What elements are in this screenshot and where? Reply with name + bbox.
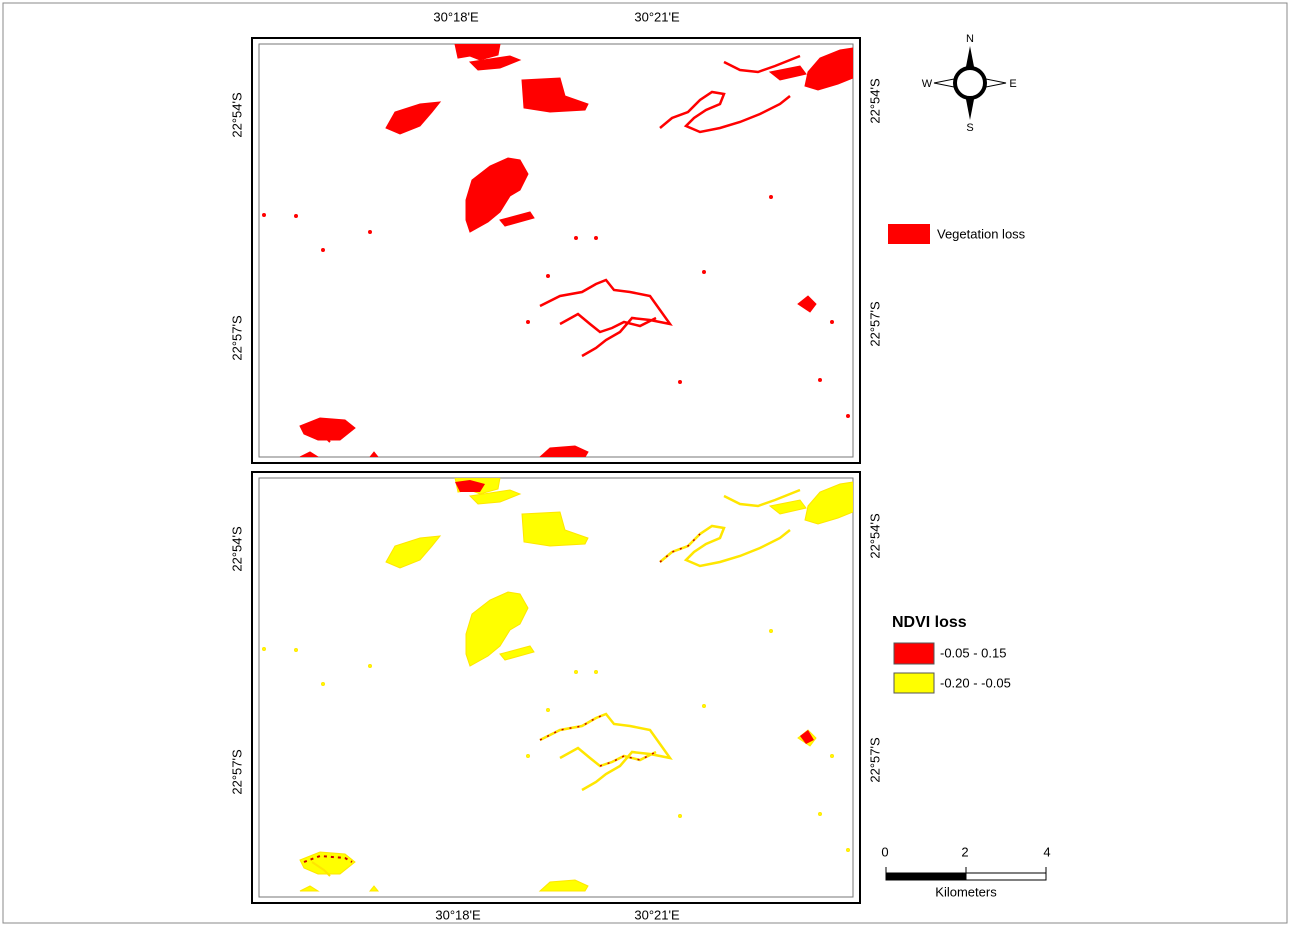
scale-unit: Kilometers [935,884,997,899]
lon-label: 30°21'E [634,9,680,24]
legend-label: -0.20 - -0.05 [940,675,1011,690]
map-layout: 30°18'E 30°21'E 30°18'E 30°21'E 22°54'S … [0,0,1290,926]
compass-label: E [1009,78,1016,90]
scale-label: 4 [1043,844,1050,859]
lat-label: 22°57'S [229,315,244,361]
compass-label: N [966,33,974,45]
legend-label: -0.05 - 0.15 [940,645,1007,660]
lat-label: 22°54'S [867,78,882,124]
scale-label: 0 [881,844,888,859]
lon-label: 30°21'E [634,907,680,922]
compass-label: S [966,122,973,134]
lat-label: 22°54'S [867,513,882,559]
scale-bar [886,867,1046,880]
lat-label: 22°57'S [867,301,882,347]
lon-label: 30°18'E [435,907,481,922]
lat-label: 22°57'S [229,749,244,795]
legend-swatch [888,224,930,244]
legend-swatch [894,643,934,664]
lon-label: 30°18'E [433,9,479,24]
lat-label: 22°54'S [229,92,244,138]
lat-label: 22°54'S [229,526,244,572]
legend-title: NDVI loss [892,614,967,631]
compass-label: W [922,78,933,90]
legend-swatch [894,673,934,693]
scale-label: 2 [961,844,968,859]
lat-label: 22°57'S [867,737,882,783]
legend-label: Vegetation loss [937,226,1026,241]
north-arrow [934,46,1006,120]
